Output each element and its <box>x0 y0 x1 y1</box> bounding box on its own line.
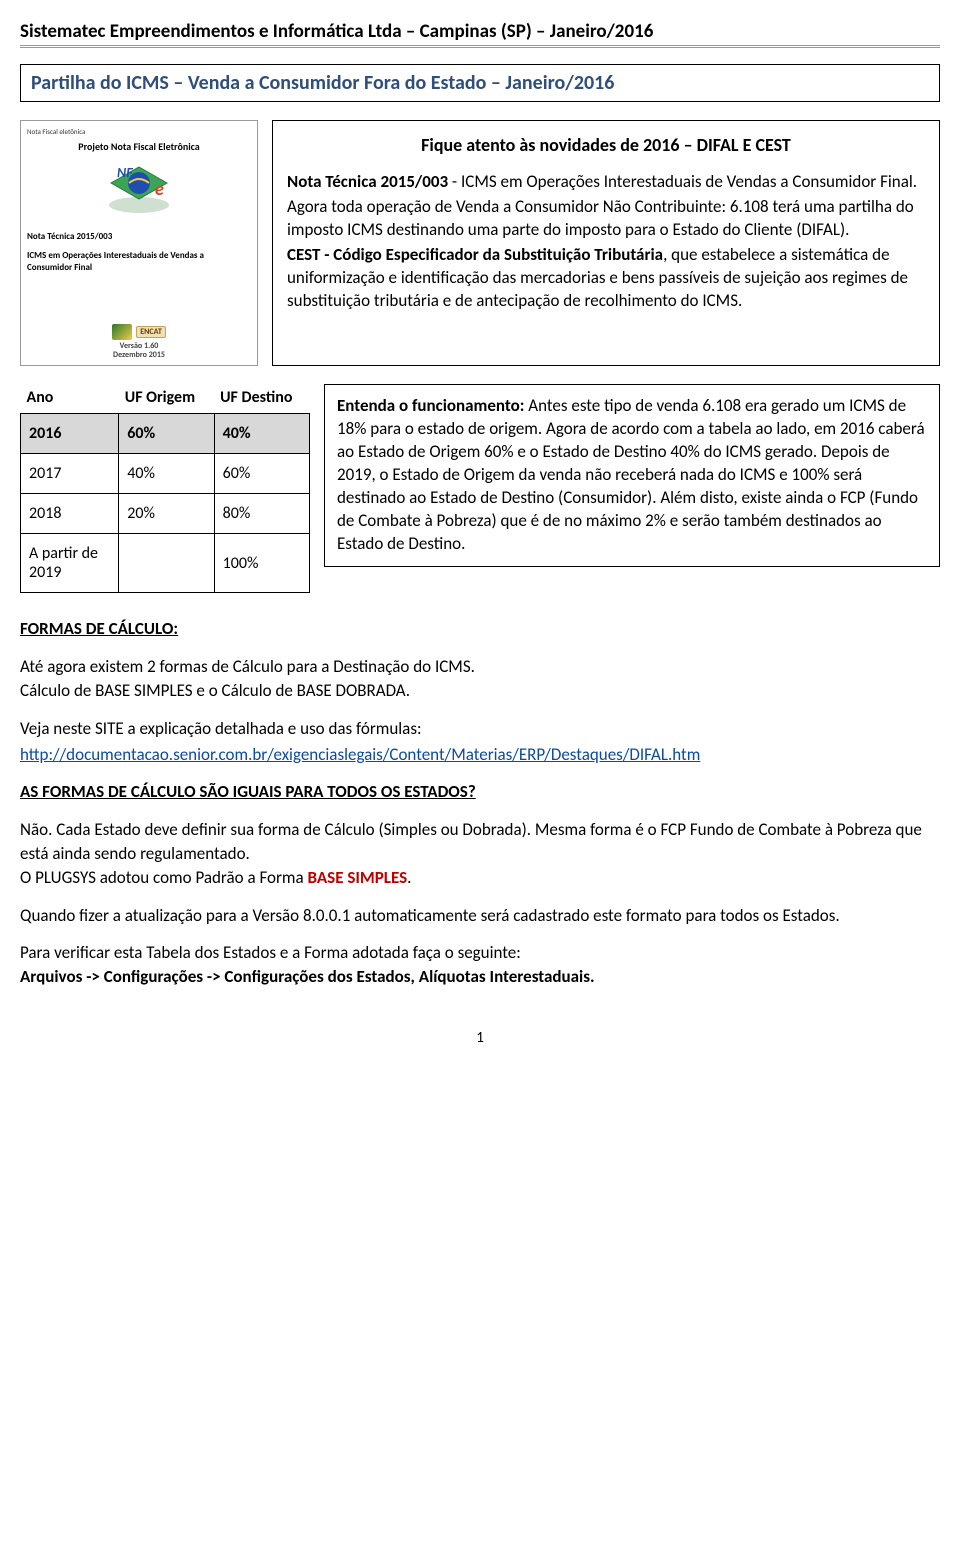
table-row: 2017 40% 60% <box>21 454 310 494</box>
body-p4: Quando fizer a atualização para a Versão… <box>20 904 940 928</box>
sidebar-tiny-left: Nota Fiscal eletônica <box>27 127 85 136</box>
svg-text:e: e <box>155 178 164 200</box>
entenda-rest: Antes este tipo de venda 6.108 era gerad… <box>337 395 925 554</box>
th-destino: UF Destino <box>214 384 309 414</box>
difal-link[interactable]: http://documentacao.senior.com.br/exigen… <box>20 744 700 765</box>
formas-heading: FORMAS DE CÁLCULO: <box>20 617 940 641</box>
cell-origem: 60% <box>119 414 214 454</box>
body-p2: Veja neste SITE a explicação detalhada e… <box>20 717 940 741</box>
cell-ano: 2018 <box>21 494 119 534</box>
sidebar-card: Nota Fiscal eletônica Projeto Nota Fisca… <box>20 120 258 366</box>
sidebar-version-line2: Dezembro 2015 <box>27 351 251 360</box>
sidebar-description: ICMS em Operações Interestaduais de Vend… <box>27 250 251 273</box>
cell-ano: A partir de 2019 <box>21 534 119 593</box>
novidades-box: Fique atento às novidades de 2016 – DIFA… <box>272 120 940 366</box>
body-p5a: Para verificar esta Tabela dos Estados e… <box>20 941 940 965</box>
table-row: 2016 60% 40% <box>21 414 310 454</box>
novidades-title: Fique atento às novidades de 2016 – DIFA… <box>287 133 925 157</box>
th-origem: UF Origem <box>119 384 214 414</box>
page-header: Sistematec Empreendimentos e Informática… <box>20 20 940 46</box>
section-title: Partilha do ICMS – Venda a Consumidor Fo… <box>20 64 940 102</box>
nfe-logo-icon: NF e <box>27 161 251 221</box>
rbox-p3-bold: CEST - Código Especificador da Substitui… <box>287 244 663 265</box>
rbox-p1-bold: Nota Técnica 2015/003 <box>287 171 448 192</box>
sidebar-nota-tecnica: Nota Técnica 2015/003 <box>27 231 251 243</box>
sidebar-project-title: Projeto Nota Fiscal Eletrônica <box>27 140 251 153</box>
entenda-box: Entenda o funcionamento: Antes este tipo… <box>324 384 940 567</box>
entenda-lead: Entenda o funcionamento: <box>337 395 524 416</box>
cell-destino: 40% <box>214 414 309 454</box>
body-p3b: O PLUGSYS adotou como Padrão a Forma <box>20 867 308 888</box>
svg-text:NF: NF <box>117 164 133 181</box>
cell-destino: 60% <box>214 454 309 494</box>
body-p3d: . <box>407 867 411 888</box>
th-ano: Ano <box>21 384 119 414</box>
body-p3a: Não. Cada Estado deve definir sua forma … <box>20 818 940 866</box>
body-question: AS FORMAS DE CÁLCULO SÃO IGUAIS PARA TOD… <box>20 780 940 804</box>
cell-destino: 100% <box>214 534 309 593</box>
body-p1: Até agora existem 2 formas de Cálculo pa… <box>20 655 940 703</box>
rbox-p1-rest: - ICMS em Operações Interestaduais de Ve… <box>448 171 917 192</box>
table-row: A partir de 2019 100% <box>21 534 310 593</box>
cell-ano: 2016 <box>21 414 119 454</box>
cell-origem: 40% <box>119 454 214 494</box>
body-p5b: Arquivos -> Configurações -> Configuraçõ… <box>20 966 595 987</box>
cell-ano: 2017 <box>21 454 119 494</box>
table-row: 2018 20% 80% <box>21 494 310 534</box>
encat-label: ENCAT <box>136 326 166 338</box>
cell-origem: 20% <box>119 494 214 534</box>
encat-flag-icon <box>112 324 132 340</box>
cell-origem <box>119 534 214 593</box>
base-simples-label: BASE SIMPLES <box>308 867 408 888</box>
header-divider <box>20 47 940 48</box>
cell-destino: 80% <box>214 494 309 534</box>
rbox-p2: Agora toda operação de Venda a Consumido… <box>287 196 925 242</box>
page-number: 1 <box>20 1029 940 1047</box>
partilha-table: Ano UF Origem UF Destino 2016 60% 40% 20… <box>20 384 310 593</box>
